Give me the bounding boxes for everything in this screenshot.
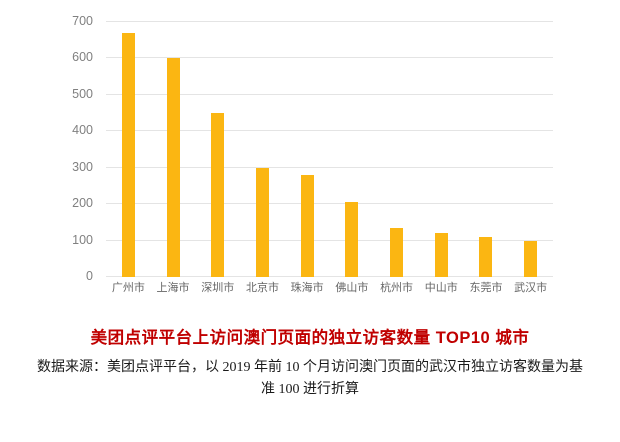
bar-广州市 [121,32,135,277]
bar-slot [285,22,330,277]
bar-slot [419,22,464,277]
gridline-600 [106,57,553,59]
y-tick-label-500: 500 [72,86,93,101]
x-axis-label-武汉市: 武汉市 [514,282,548,294]
bar-slot [195,22,240,277]
bar-slot [374,22,419,277]
bars-row [106,22,553,277]
gridline-100 [106,239,553,241]
bar-珠海市 [300,175,314,277]
bar-chart: 0 100 200 300 400 500 600 700 广州市 上海市 深圳市 北京市 珠海市 佛山… [0,14,620,295]
gridline-200 [106,203,553,205]
y-tick-label-200: 200 [72,196,93,211]
x-axis-label-北京市: 北京市 [245,282,279,294]
y-tick-label-600: 600 [72,50,93,65]
x-axis-label-珠海市: 珠海市 [290,282,324,294]
chart-page: 0 100 200 300 400 500 600 700 广州市 上海市 深圳市 北京市 珠海市 佛山… [0,14,620,442]
bar-slot [330,22,375,277]
bar-武汉市 [524,240,538,277]
y-tick-label-100: 100 [72,232,93,247]
source-caption-line2: 准 100 进行折算 [261,382,359,397]
chart-title: 美团点评平台上访问澳门页面的独立访客数量 TOP10 城市 [90,329,530,347]
bar-佛山市 [345,202,359,277]
bar-slot [240,22,285,277]
gridline-0 [106,276,553,277]
source-caption-line1: 数据来源：美团点评平台，以 2019 年前 10 个月访问澳门页面的武汉市独立访… [37,360,583,375]
bar-slot [464,22,509,277]
bar-slot [508,22,553,277]
bar-北京市 [255,167,269,277]
bar-东莞市 [479,236,493,277]
y-tick-label-0: 0 [86,269,93,283]
y-tick-label-300: 300 [72,159,93,174]
x-axis-label-东莞市: 东莞市 [469,282,503,294]
y-tick-label-700: 700 [72,14,93,28]
x-axis-label-深圳市: 深圳市 [201,282,235,294]
bar-slot [106,22,151,277]
source-caption: 数据来源：美团点评平台，以 2019 年前 10 个月访问澳门页面的武汉市独立访… [15,357,605,401]
x-axis-label-广州市: 广州市 [111,282,145,294]
gridline-700 [106,21,553,22]
gridline-400 [106,130,553,132]
gridline-500 [106,93,553,95]
bar-深圳市 [211,113,225,277]
y-tick-label-400: 400 [72,123,93,138]
x-axis-label-中山市: 中山市 [424,282,458,294]
gridline-300 [106,166,553,168]
bar-杭州市 [390,227,404,277]
bar-slot [151,22,196,277]
x-axis-label-佛山市: 佛山市 [335,282,369,294]
plot-area: 0 100 200 300 400 500 600 700 [72,14,553,283]
x-axis-label-上海市: 上海市 [156,282,190,294]
x-axis-label-杭州市: 杭州市 [380,282,414,294]
x-axis: 广州市 上海市 深圳市 北京市 珠海市 佛山市 杭州市 中山市 东莞市 武汉市 [106,282,553,295]
bar-上海市 [166,58,180,277]
bar-中山市 [434,233,448,277]
